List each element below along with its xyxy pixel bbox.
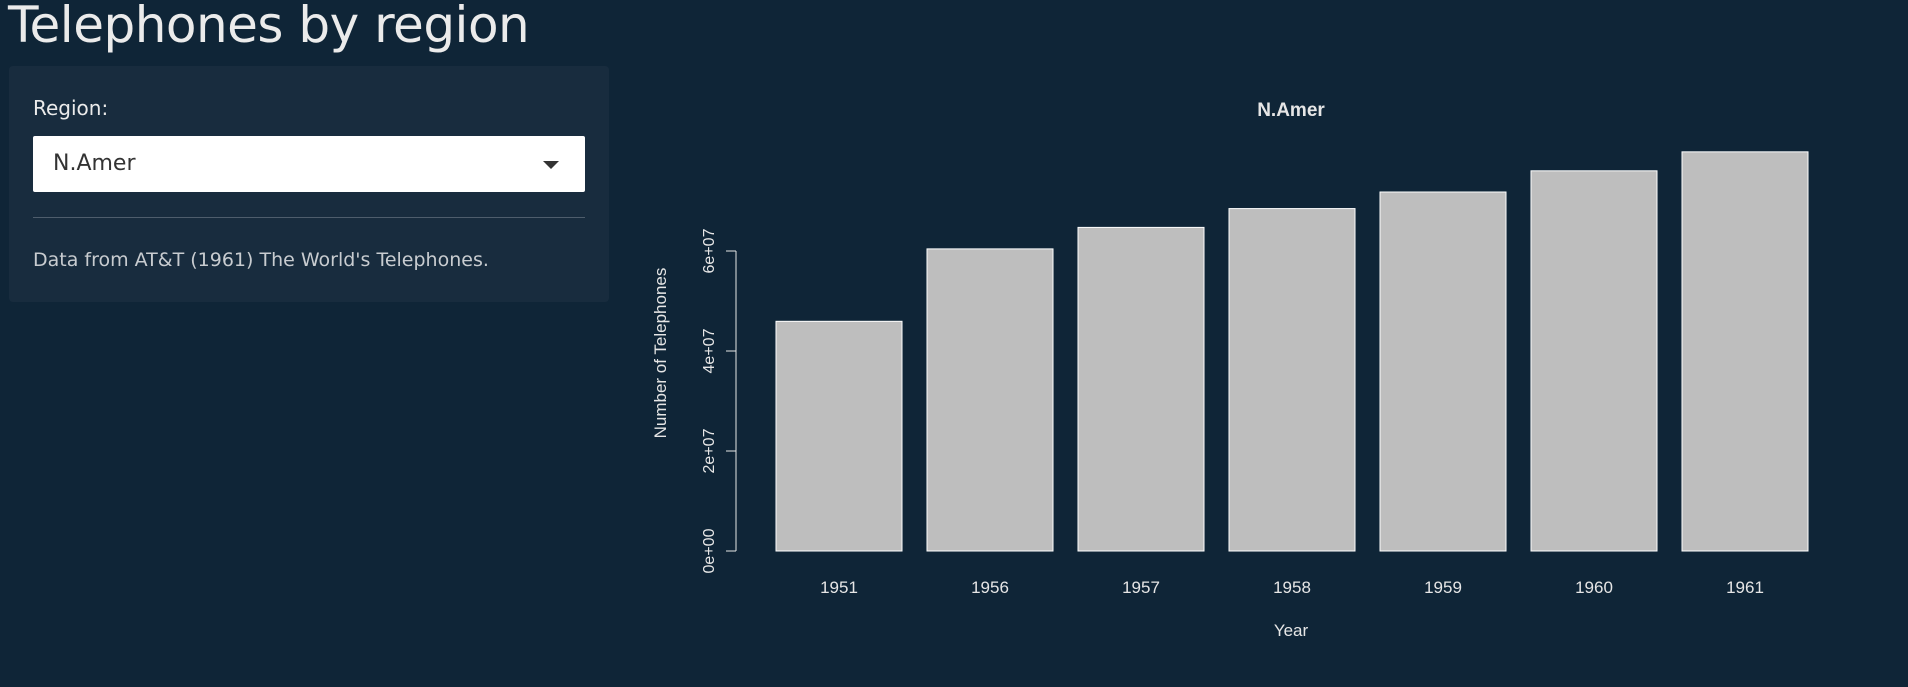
bar xyxy=(1228,208,1356,552)
x-tick-label: 1960 xyxy=(1575,578,1613,597)
x-axis-label: Year xyxy=(1274,621,1309,640)
bar-chart: N.Amer Number of Telephones Year 0e+00 2e… xyxy=(651,100,1809,640)
x-tick-label: 1956 xyxy=(971,578,1009,597)
y-axis: 0e+00 2e+07 4e+07 6e+07 xyxy=(701,228,737,573)
region-select[interactable]: N.Amer xyxy=(33,136,585,192)
caret-down-icon[interactable] xyxy=(543,161,559,169)
x-tick-labels: 1951 1956 1957 1958 1959 1960 1961 xyxy=(820,578,1764,597)
bars xyxy=(775,151,1809,552)
page-title: Telephones by region xyxy=(8,0,530,54)
help-text: Data from AT&T (1961) The World's Teleph… xyxy=(33,249,489,271)
x-tick-label: 1951 xyxy=(820,578,858,597)
y-tick-label: 0e+00 xyxy=(701,528,718,573)
x-tick-label: 1961 xyxy=(1726,578,1764,597)
bar xyxy=(1530,170,1658,552)
chart-title: N.Amer xyxy=(1257,100,1325,121)
region-select-value: N.Amer xyxy=(53,151,136,176)
bar xyxy=(1077,226,1205,552)
x-tick-label: 1957 xyxy=(1122,578,1160,597)
x-tick-label: 1958 xyxy=(1273,578,1311,597)
y-tick-label: 6e+07 xyxy=(701,228,718,273)
y-tick-label: 4e+07 xyxy=(701,328,718,373)
bar xyxy=(926,248,1054,552)
y-tick-label: 2e+07 xyxy=(701,428,718,473)
bar xyxy=(775,320,903,552)
region-label: Region: xyxy=(33,96,109,120)
bar xyxy=(1681,151,1809,552)
divider xyxy=(33,217,585,218)
y-axis-label: Number of Telephones xyxy=(651,268,670,439)
bar xyxy=(1379,191,1507,552)
sidebar-panel: Region: N.Amer Data from AT&T (1961) The… xyxy=(9,66,609,302)
x-tick-label: 1959 xyxy=(1424,578,1462,597)
